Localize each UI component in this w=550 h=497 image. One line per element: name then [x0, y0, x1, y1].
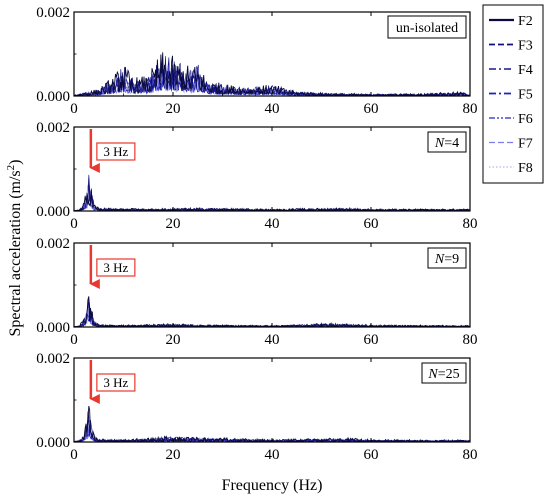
plot-frame: [73, 242, 471, 328]
x-tick-label: 20: [166, 101, 181, 117]
series-trace-3: [74, 176, 470, 212]
peak-annotation-label: 3 Hz: [103, 375, 128, 390]
peak-annotation-box: [96, 258, 136, 277]
x-tick-label: 20: [166, 447, 181, 463]
peak-annotation-box: [96, 142, 136, 161]
panel-tag-label: N=4: [434, 136, 459, 151]
x-tick-label: 20: [166, 332, 181, 348]
legend-label-f7: F7: [518, 137, 533, 152]
x-tick-label: 0: [70, 447, 78, 463]
x-tick-label: 0: [70, 216, 78, 232]
series-trace-2: [74, 405, 470, 443]
panel-un-isolated: 0 20 40 60 80 0.000 0.002 un-isolated: [36, 5, 477, 117]
series-trace-2: [74, 296, 470, 328]
legend-label-f6: F6: [518, 112, 533, 127]
y-tick-label: 0.002: [36, 236, 70, 252]
series-trace-3: [74, 298, 470, 328]
legend-label-f5: F5: [518, 88, 533, 103]
legend-label-f4: F4: [518, 63, 533, 78]
x-tick-label: 0: [70, 332, 78, 348]
peak-annotation-label: 3 Hz: [103, 144, 128, 159]
y-axis-label: Spectral acceleration (m/s2): [5, 160, 24, 337]
x-tick-label: 80: [463, 332, 478, 348]
x-tick-label: 40: [265, 447, 280, 463]
y-tick-label: 0.002: [36, 351, 70, 367]
y-tick-label: 0.000: [36, 435, 70, 451]
x-tick-label: 0: [70, 101, 78, 117]
panel-tag-box: [421, 362, 467, 384]
series-trace-3: [74, 411, 470, 443]
panel-tag-label: un-isolated: [396, 21, 458, 36]
panel-tag-box: [427, 131, 467, 153]
y-tick-label: 0.002: [36, 5, 70, 21]
x-tick-label: 60: [364, 101, 379, 117]
panel-tag-label: N=25: [427, 367, 459, 382]
panel-n-9: 0 20 40 60 80 0.000 0.002 N=9 3 Hz: [36, 236, 477, 348]
peak-annotation-label: 3 Hz: [103, 260, 128, 275]
series-trace-2: [74, 52, 470, 97]
y-tick-label: 0.000: [36, 89, 70, 105]
x-tick-label: 40: [265, 216, 280, 232]
y-tick-label: 0.000: [36, 204, 70, 220]
legend-label-f3: F3: [518, 39, 533, 54]
y-tick-label: 0.000: [36, 320, 70, 336]
y-tick-label: 0.002: [36, 120, 70, 136]
panel-tag-box: [427, 247, 467, 269]
plot-frame: [73, 357, 471, 443]
x-tick-label: 40: [265, 101, 280, 117]
x-axis-label: Frequency (Hz): [222, 477, 323, 494]
peak-annotation-box: [96, 373, 136, 392]
x-tick-label: 80: [463, 216, 478, 232]
x-tick-label: 60: [364, 447, 379, 463]
panel-n-4: 0 20 40 60 80 0.000 0.002 N=4 3 Hz: [36, 120, 477, 232]
x-tick-label: 80: [463, 101, 478, 117]
series-trace-4: [74, 174, 470, 212]
x-tick-label: 20: [166, 216, 181, 232]
x-tick-label: 60: [364, 332, 379, 348]
series-trace-6: [74, 298, 470, 328]
x-tick-label: 60: [364, 216, 379, 232]
legend: F2 F3 F4 F5 F6 F7 F8: [482, 4, 544, 184]
panel-tag-label: N=9: [434, 252, 459, 267]
x-tick-label: 80: [463, 447, 478, 463]
panel-n-25: 0 20 40 60 80 0.000 0.002 N=25 3 Hz: [36, 351, 477, 463]
x-tick-label: 40: [265, 332, 280, 348]
series-trace-5: [74, 177, 470, 212]
legend-label-f8: F8: [518, 161, 533, 176]
legend-label-f2: F2: [518, 14, 533, 29]
plot-frame: [73, 126, 471, 212]
panel-tag-box: [387, 15, 467, 39]
